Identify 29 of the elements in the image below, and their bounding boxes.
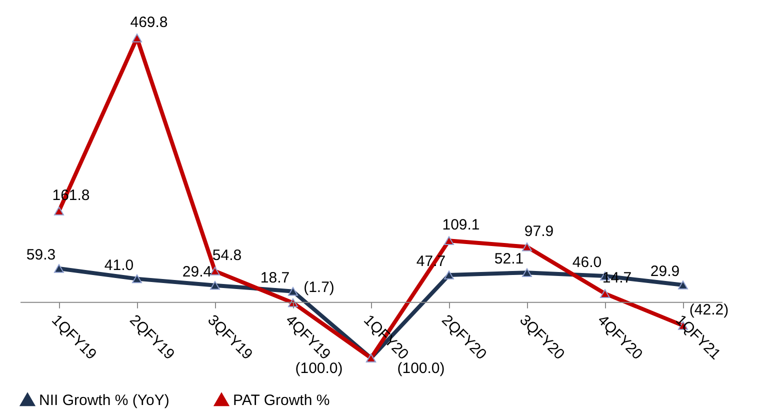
data-label: 59.3 (26, 246, 56, 264)
data-label: 52.1 (494, 250, 524, 268)
point (444, 270, 454, 280)
legend-label: PAT Growth % (233, 392, 330, 409)
point (54, 264, 64, 273)
data-label: 41.0 (104, 256, 134, 274)
point (522, 242, 532, 252)
point (54, 206, 64, 216)
data-label: 97.9 (524, 222, 554, 240)
data-label: 18.7 (260, 269, 290, 286)
point (522, 268, 532, 277)
data-label: 46.0 (572, 254, 602, 272)
data-label: (100.0) (295, 360, 343, 377)
point (288, 286, 298, 296)
data-label: 469.8 (130, 14, 168, 31)
data-label: (100.0) (397, 360, 445, 377)
data-label: (42.2) (689, 302, 729, 319)
data-label: (1.7) (304, 278, 334, 296)
legend-label: NII Growth % (YoY) (39, 392, 170, 409)
data-label: 29.9 (650, 263, 680, 280)
point (132, 274, 142, 284)
data-label: 54.8 (212, 247, 242, 264)
point (444, 236, 454, 245)
point (600, 289, 610, 298)
point (678, 280, 688, 290)
point (132, 34, 142, 42)
data-label: 29.4 (182, 263, 212, 280)
point (210, 280, 220, 290)
data-label: 109.1 (442, 216, 480, 234)
